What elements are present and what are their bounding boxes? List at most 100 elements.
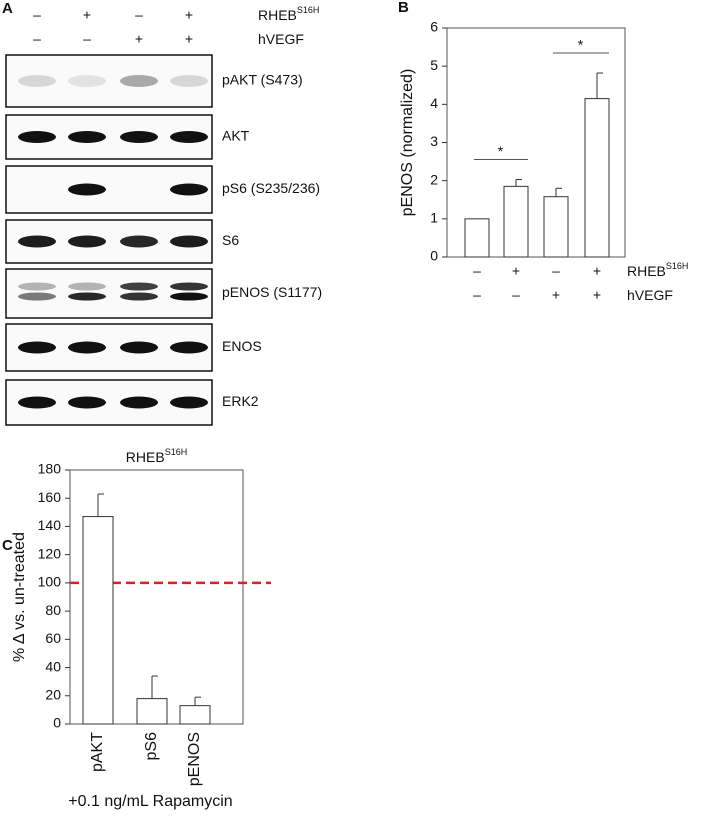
blot-band xyxy=(170,292,208,301)
y-tick-label: 140 xyxy=(38,517,62,533)
x-tick-label: pAKT xyxy=(89,732,106,772)
condition-label-main: hVEGF xyxy=(258,31,304,47)
y-tick-label: 120 xyxy=(38,545,62,561)
panel-label: B xyxy=(398,0,409,16)
blot-band xyxy=(68,282,106,291)
blot-row-label: ENOS xyxy=(222,338,262,354)
condition-label: hVEGF xyxy=(258,31,304,47)
blot-band xyxy=(170,235,208,248)
blot-band xyxy=(18,292,56,301)
x-axis-label: +0.1 ng/mL Rapamycin xyxy=(68,793,232,810)
condition-sign: – xyxy=(512,287,520,303)
blot-row-label: S6 xyxy=(222,232,239,248)
blot-band xyxy=(120,341,158,354)
condition-label-superscript: S16H xyxy=(297,5,320,15)
y-tick-label: 6 xyxy=(430,19,438,35)
x-tick-label: pS6 xyxy=(143,732,160,761)
blot-row-label: pAKT (S473) xyxy=(222,72,303,88)
panel-label: A xyxy=(2,0,13,17)
blot-band xyxy=(120,75,158,87)
bar xyxy=(584,98,610,258)
bar xyxy=(82,516,114,725)
y-tick-label: 5 xyxy=(430,57,438,73)
blot-band xyxy=(170,131,208,143)
blot-band xyxy=(68,131,106,143)
condition-label-main: RHEB xyxy=(258,7,297,23)
bar xyxy=(179,705,211,725)
condition-label: RHEBS16H xyxy=(258,5,319,22)
y-tick-label: 0 xyxy=(53,715,61,731)
blot-band xyxy=(68,235,106,248)
y-tick-label: 4 xyxy=(430,95,438,111)
condition-sign: + xyxy=(185,31,193,47)
blot-band xyxy=(18,282,56,291)
chart-title-superscript: S16H xyxy=(165,447,188,457)
blot-band xyxy=(68,292,106,301)
condition-sign: – xyxy=(135,7,143,23)
blot-band xyxy=(68,183,106,196)
blot-band xyxy=(68,341,106,354)
y-tick-label: 2 xyxy=(430,171,438,187)
blot-band xyxy=(18,235,56,248)
condition-sign: – xyxy=(473,263,481,279)
blot-frame xyxy=(5,54,213,108)
condition-sign: + xyxy=(593,287,601,303)
blot-band xyxy=(170,396,208,409)
condition-sign: – xyxy=(33,31,41,47)
blot-band xyxy=(170,183,208,196)
condition-sign: – xyxy=(33,7,41,23)
condition-sign: – xyxy=(552,263,560,279)
blot-band xyxy=(18,75,56,87)
y-tick-label: 3 xyxy=(430,133,438,149)
blot-row-label: AKT xyxy=(222,128,250,144)
blot-band xyxy=(18,341,56,354)
bar xyxy=(543,196,569,258)
blot-band xyxy=(120,292,158,301)
blot-band xyxy=(120,131,158,143)
y-tick-label: 20 xyxy=(45,686,61,702)
y-axis-label: % Δ vs. un-treated xyxy=(11,532,28,662)
blot-band xyxy=(68,396,106,409)
y-tick-label: 80 xyxy=(45,602,61,618)
y-tick-label: 0 xyxy=(430,248,438,264)
blot-band xyxy=(170,75,208,87)
condition-sign: + xyxy=(593,263,601,279)
blot-band xyxy=(18,396,56,409)
blot-band xyxy=(68,75,106,87)
blot-band xyxy=(120,235,158,248)
blot-band xyxy=(170,282,208,291)
bar xyxy=(136,698,168,725)
y-tick-label: 40 xyxy=(45,658,61,674)
condition-sign: + xyxy=(552,287,560,303)
y-tick-label: 180 xyxy=(38,461,62,477)
condition-label-superscript: S16H xyxy=(666,261,689,271)
blot-band xyxy=(18,131,56,143)
significance-mark: * xyxy=(578,37,584,53)
significance-mark: * xyxy=(498,143,504,159)
condition-sign: – xyxy=(473,287,481,303)
condition-label: hVEGF xyxy=(627,287,673,303)
blot-band xyxy=(120,282,158,291)
bar xyxy=(503,185,529,258)
condition-sign: + xyxy=(185,7,193,23)
condition-label-main: RHEB xyxy=(627,263,666,279)
blot-band xyxy=(120,396,158,409)
condition-sign: – xyxy=(83,31,91,47)
chart-title-main: RHEB xyxy=(126,449,165,465)
condition-sign: + xyxy=(135,31,143,47)
blot-band xyxy=(170,341,208,354)
blot-row-label: pS6 (S235/236) xyxy=(222,180,320,196)
condition-label-main: hVEGF xyxy=(627,287,673,303)
y-tick-label: 60 xyxy=(45,630,61,646)
y-tick-label: 100 xyxy=(38,574,62,590)
panel-label: C xyxy=(2,537,13,554)
condition-sign: + xyxy=(83,7,91,23)
blot-row-label: pENOS (S1177) xyxy=(222,284,322,300)
bar xyxy=(464,218,490,258)
x-tick-label: pENOS xyxy=(186,732,203,786)
condition-label: RHEBS16H xyxy=(627,261,688,278)
y-tick-label: 160 xyxy=(38,489,62,505)
chart-title: RHEBS16H xyxy=(126,447,187,464)
y-axis-label: pENOS (normalized) xyxy=(399,69,416,217)
